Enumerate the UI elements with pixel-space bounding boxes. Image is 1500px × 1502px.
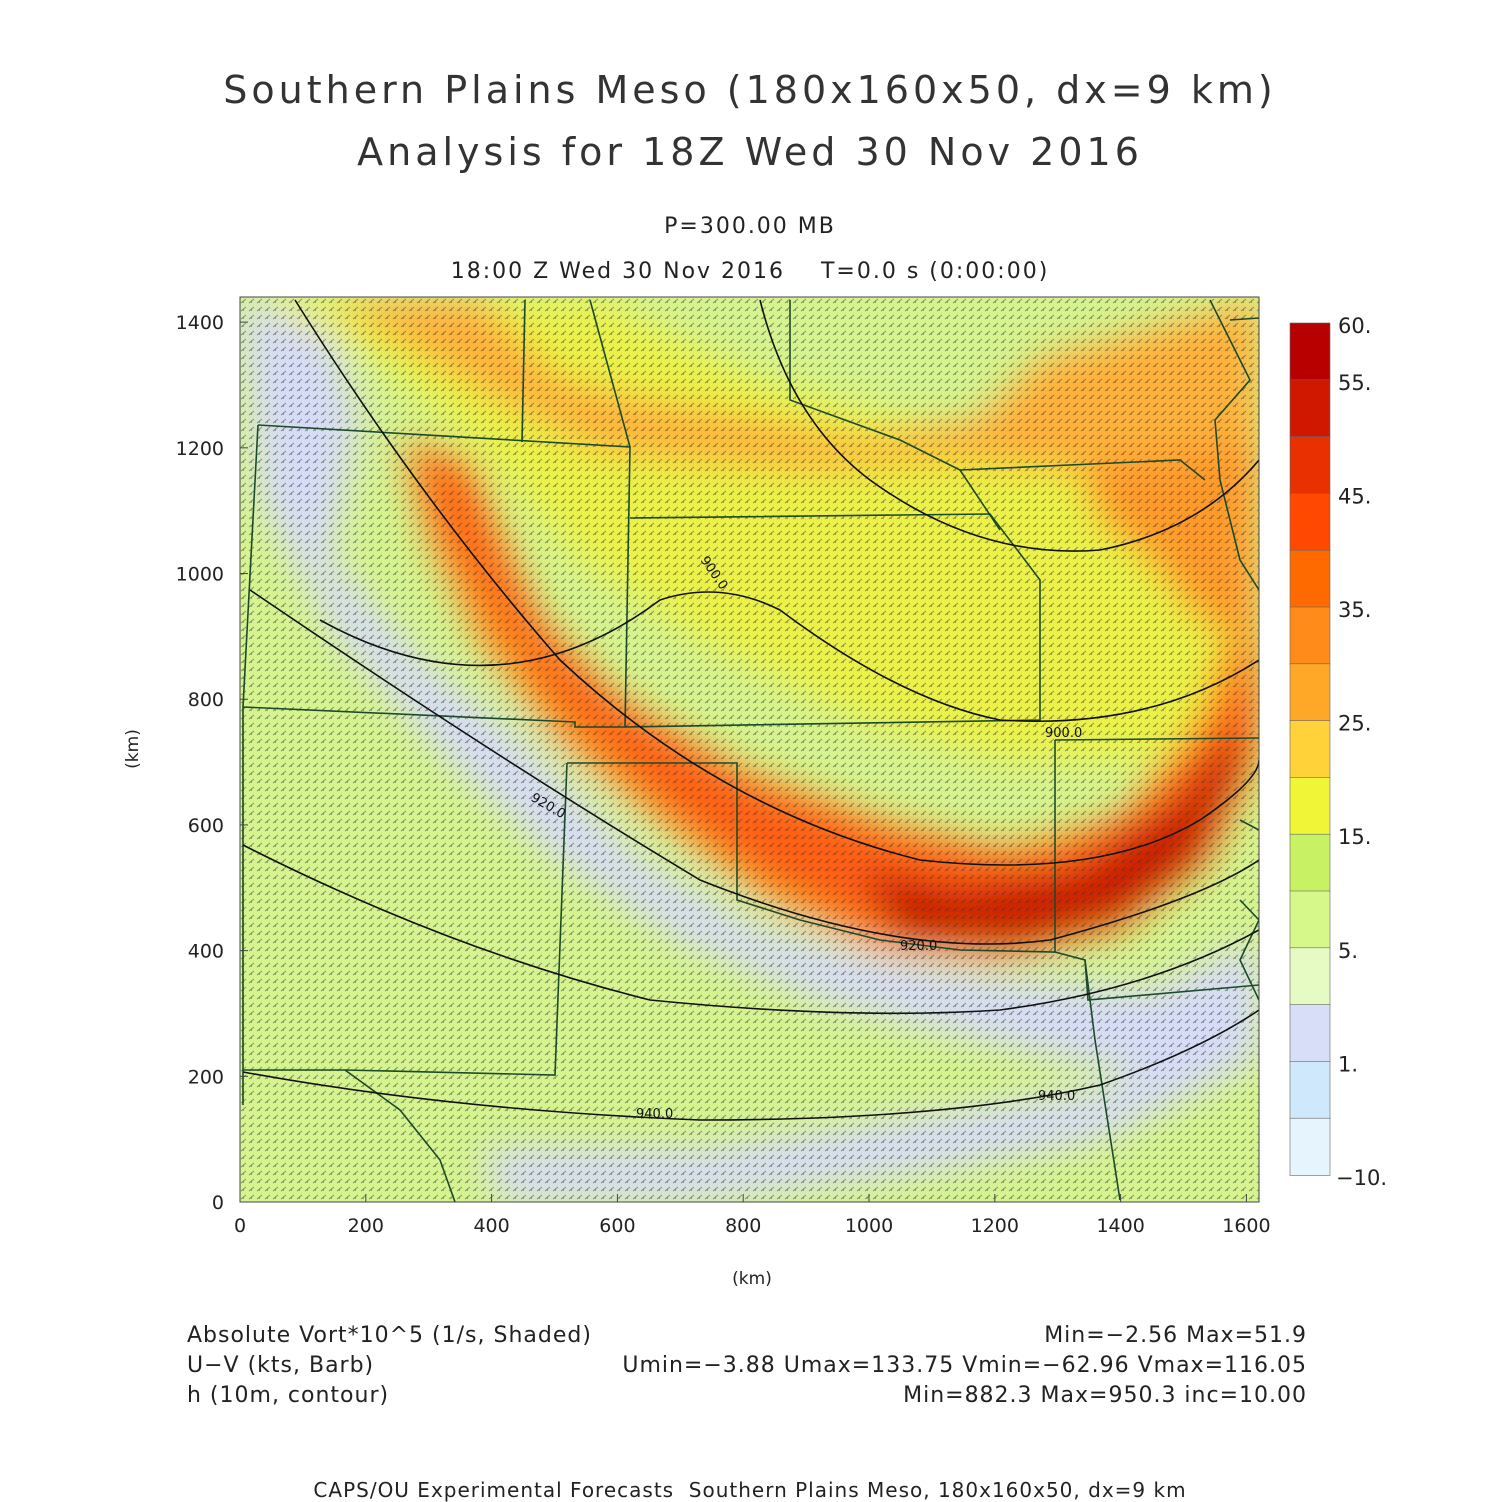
colorbar-swatch	[1289, 379, 1331, 438]
x-tick-label: 1600	[1222, 1215, 1270, 1237]
map-title-line2: Analysis for 18Z Wed 30 Nov 2016	[357, 130, 1143, 174]
x-tick-label: 0	[234, 1215, 246, 1237]
y-tick-label: 800	[188, 689, 224, 711]
colorbar-swatch	[1289, 1117, 1331, 1176]
colorbar-swatch	[1289, 1061, 1331, 1120]
contour-field-label: h (10m, contour)	[187, 1383, 390, 1408]
colorbar-swatch	[1289, 833, 1331, 892]
y-axis: 0 200 400 600 800 1000 1200 1400	[176, 312, 248, 1214]
x-tick-label: 1400	[1096, 1215, 1144, 1237]
vorticity-shading	[240, 297, 1259, 1202]
pressure-level-label: P=300.00 MB	[664, 214, 836, 239]
colorbar-swatch	[1289, 549, 1331, 608]
colorbar: 60. 55. 45. 35. 25. 15. 5. 1. −10.	[1289, 314, 1387, 1190]
x-tick-label: 400	[473, 1215, 509, 1237]
colorbar-label: 25.	[1338, 712, 1371, 736]
colorbar-swatch	[1289, 890, 1331, 949]
height-contours	[242, 299, 1259, 1121]
x-tick-label: 800	[725, 1215, 761, 1237]
colorbar-label: 45.	[1338, 484, 1371, 508]
x-tick-label: 1000	[845, 1215, 893, 1237]
contour-label: 920.0	[900, 939, 937, 954]
contour-field-stats: Min=882.3 Max=950.3 inc=10.00	[903, 1383, 1307, 1408]
colorbar-swatch	[1289, 606, 1331, 665]
x-axis-label: (km)	[732, 1269, 772, 1289]
y-tick-label: 0	[212, 1192, 224, 1214]
plot-frame	[239, 296, 1260, 1203]
colorbar-label: 35.	[1338, 598, 1371, 622]
colorbar-swatch	[1289, 720, 1331, 779]
y-tick-label: 1200	[176, 438, 224, 460]
y-tick-label: 1400	[176, 312, 224, 334]
colorbar-label: 60.	[1338, 314, 1371, 338]
y-tick-label: 1000	[176, 564, 224, 586]
shading-field-label: Absolute Vort*10^5 (1/s, Shaded)	[187, 1323, 592, 1348]
colorbar-label: 55.	[1338, 371, 1371, 395]
colorbar-swatch	[1289, 322, 1331, 381]
y-axis-label: (km)	[123, 729, 143, 769]
colorbar-swatch	[1289, 436, 1331, 495]
colorbar-swatch	[1289, 493, 1331, 551]
barb-field-stats: Umin=−3.88 Umax=133.75 Vmin=−62.96 Vmax=…	[622, 1353, 1307, 1378]
y-tick-label: 400	[188, 941, 224, 963]
colorbar-label: 1.	[1338, 1052, 1358, 1076]
colorbar-swatch	[1289, 1004, 1331, 1063]
map-title-line1: Southern Plains Meso (180x160x50, dx=9 k…	[223, 68, 1277, 112]
barb-field-label: U−V (kts, Barb)	[187, 1353, 375, 1378]
valid-time-label: 18:00 Z Wed 30 Nov 2016 T=0.0 s (0:00:00…	[450, 259, 1050, 284]
contour-label: 940.0	[1038, 1089, 1075, 1104]
colorbar-swatch	[1289, 777, 1331, 836]
x-axis: 0 200 400 600 800 1000 1200 1400 1600	[234, 1194, 1271, 1237]
footer-credit: CAPS/OU Experimental Forecasts Southern …	[313, 1478, 1187, 1502]
colorbar-label: 5.	[1338, 939, 1358, 963]
x-tick-label: 1200	[971, 1215, 1019, 1237]
y-tick-label: 600	[188, 815, 224, 837]
shading-field-stats: Min=−2.56 Max=51.9	[1044, 1323, 1307, 1348]
contour-label: 940.0	[636, 1107, 673, 1122]
x-tick-label: 600	[599, 1215, 635, 1237]
colorbar-swatch	[1289, 947, 1331, 1006]
x-tick-label: 200	[348, 1215, 384, 1237]
contour-label: 900.0	[1045, 726, 1082, 741]
y-tick-label: 200	[188, 1066, 224, 1088]
colorbar-swatch	[1289, 663, 1331, 722]
state-borders	[242, 299, 1259, 1202]
colorbar-label: 15.	[1338, 825, 1371, 849]
colorbar-label: −10.	[1336, 1166, 1387, 1190]
